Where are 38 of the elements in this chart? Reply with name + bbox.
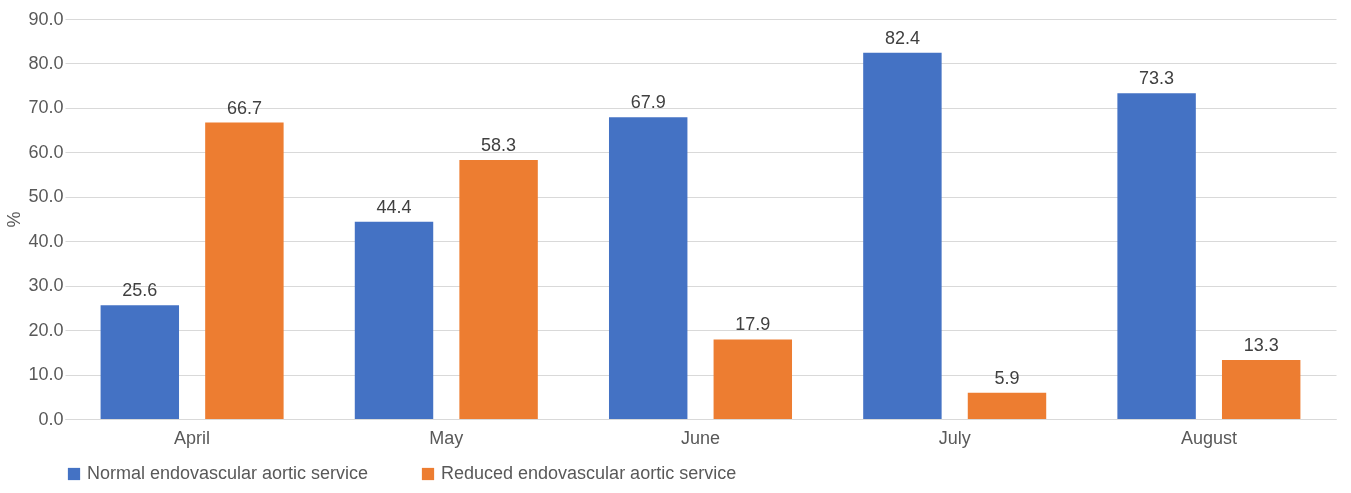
data-label: 17.9 <box>735 314 771 335</box>
bar <box>205 122 284 419</box>
bar <box>863 52 942 419</box>
bar <box>608 117 688 419</box>
data-label: 73.3 <box>1139 68 1175 89</box>
bar <box>354 221 434 419</box>
y-tick-label: 80.0 <box>28 52 64 73</box>
y-tick-label: 30.0 <box>28 275 64 296</box>
data-label: 5.9 <box>994 367 1020 388</box>
bar <box>967 392 1047 419</box>
data-label: 58.3 <box>481 134 517 155</box>
legend-label: Normal endovascular aortic service <box>87 463 369 483</box>
x-tick-label: August <box>1180 427 1237 448</box>
y-tick-label: 60.0 <box>28 141 64 162</box>
x-tick-label: June <box>680 427 721 448</box>
data-label: 44.4 <box>376 196 412 217</box>
bar <box>459 159 538 419</box>
y-tick-label: 20.0 <box>28 319 64 340</box>
data-label: 67.9 <box>630 92 666 113</box>
data-label: 66.7 <box>226 97 262 118</box>
x-tick-label: April <box>174 427 211 448</box>
y-tick-label: 50.0 <box>28 186 64 207</box>
data-label: 82.4 <box>884 27 920 48</box>
y-tick-label: 70.0 <box>28 97 64 118</box>
x-tick-label: July <box>938 427 971 448</box>
legend-label: Reduced endovascular aortic service <box>441 463 737 483</box>
y-tick-label: 0.0 <box>38 408 64 429</box>
bar <box>713 339 793 419</box>
bar <box>1221 359 1301 419</box>
y-axis-title: % <box>4 211 25 228</box>
y-tick-label: 90.0 <box>28 8 64 29</box>
bar <box>100 305 180 419</box>
data-label: 25.6 <box>122 280 158 301</box>
y-tick-label: 10.0 <box>28 364 64 385</box>
x-tick-label: May <box>429 427 464 448</box>
data-label: 13.3 <box>1243 334 1279 355</box>
y-tick-label: 40.0 <box>28 230 64 251</box>
bar <box>1117 93 1196 419</box>
